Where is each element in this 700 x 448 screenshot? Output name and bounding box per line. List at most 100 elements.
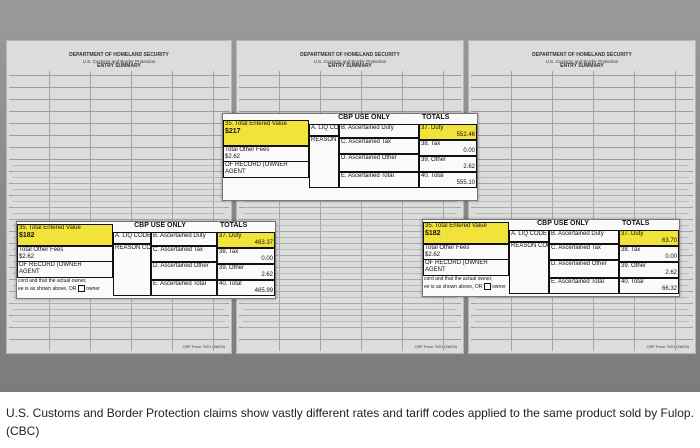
duty-value: 552.46 <box>456 132 475 138</box>
total-value: 555.10 <box>456 180 475 186</box>
total-box: 40. Total 66.32 <box>619 278 679 294</box>
document-photo: DEPARTMENT OF HOMELAND SECURITY U.S. Cust… <box>0 0 700 392</box>
other-fees-box: Total Other Fees $2.62 <box>17 246 113 262</box>
clip-lower-left: 35. Total Entered Value $182 Total Other… <box>16 221 276 299</box>
label: 40. Total <box>621 279 644 285</box>
declaration-text: cord and that the actual owner, ee is as… <box>17 278 113 298</box>
label: 35. Total Entered Value <box>19 225 81 231</box>
declarant-box: OF RECORD (OWNER AGENT <box>423 260 509 276</box>
cbp-use-only-header: CBP USE ONLY <box>134 222 186 229</box>
ascertained-total: E. Ascertained Total <box>549 278 619 294</box>
duty-box: 37. Duty 63.70 <box>619 230 679 246</box>
label: OF RECORD (OWNER <box>425 260 488 266</box>
label: 35. Total Entered Value <box>225 121 287 127</box>
reason-code: REASON CODE <box>309 136 339 188</box>
other-box: 39. Other 2.62 <box>217 264 275 280</box>
label: owner <box>86 285 100 292</box>
cbp-use-only-header: CBP USE ONLY <box>537 220 589 227</box>
total-entered-value-box: 35. Total Entered Value $182 <box>17 224 113 246</box>
form-title: ENTRY SUMMARY <box>560 63 604 69</box>
label: owner <box>492 283 506 290</box>
tax-value: 0.00 <box>463 148 475 154</box>
ascertained-total: E. Ascertained Total <box>339 172 419 188</box>
reason-code: REASON CODE <box>509 242 549 294</box>
tax-value: 0.00 <box>261 256 273 262</box>
liq-code: A. LIQ CODE <box>113 232 151 244</box>
ascertained-total: E. Ascertained Total <box>151 280 217 296</box>
totals-header: TOTALS <box>622 220 650 227</box>
total-value: 465.99 <box>254 288 273 294</box>
label: cord and that the actual owner, <box>18 278 87 284</box>
ascertained-duty: B. Ascertained Duty <box>151 232 217 246</box>
total-entered-value-box: 35. Total Entered Value $217 <box>223 120 309 146</box>
other-box: 39. Other 2.62 <box>419 156 477 172</box>
clip-lower-right: 35. Total Entered Value $182 Total Other… <box>422 219 680 297</box>
other-fees-value: $2.62 <box>19 254 35 260</box>
declarant-box: OF RECORD (OWNER AGENT <box>223 162 309 178</box>
form-bureau: U.S. Customs and Border Protection <box>313 58 387 64</box>
cbp-use-only-header: CBP USE ONLY <box>338 114 390 121</box>
ascertained-duty: B. Ascertained Duty <box>549 230 619 244</box>
form-title: ENTRY SUMMARY <box>328 63 372 69</box>
label: AGENT <box>225 169 246 175</box>
total-box: 40. Total 465.99 <box>217 280 275 296</box>
duty-value: 63.70 <box>661 238 677 244</box>
entry-summary-form-right: DEPARTMENT OF HOMELAND SECURITY U.S. Cust… <box>468 40 696 354</box>
reason-code: REASON CODE <box>113 244 151 296</box>
label: 39. Other <box>219 265 245 271</box>
form-bureau: U.S. Customs and Border Protection <box>545 58 619 64</box>
checkbox <box>77 285 85 292</box>
label: 35. Total Entered Value <box>425 223 487 229</box>
duty-box: 37. Duty 463.37 <box>217 232 275 248</box>
tax-box: 38. Tax 0.00 <box>419 140 477 156</box>
label: 38. Tax <box>219 249 239 255</box>
totals-header: TOTALS <box>220 222 248 229</box>
other-fees-box: Total Other Fees $2.62 <box>423 244 509 260</box>
label: AGENT <box>425 267 446 273</box>
form-number: CBP Form 7501 (06/09) <box>414 344 457 349</box>
label: 39. Other <box>421 157 447 163</box>
form-bureau: U.S. Customs and Border Protection <box>82 58 156 64</box>
total-value: 66.32 <box>661 286 677 292</box>
other-box: 39. Other 2.62 <box>619 262 679 278</box>
other-fees-box: Total Other Fees $2.62 <box>223 146 309 162</box>
ascertained-other: D. Ascertained Other <box>151 262 217 280</box>
other-value: 2.62 <box>261 272 273 278</box>
total-entered-value-box: 35. Total Entered Value $182 <box>423 222 509 244</box>
label: OF RECORD (OWNER <box>225 162 288 168</box>
label: 38. Tax <box>621 247 641 253</box>
ascertained-tax: C. Ascertained Tax <box>339 138 419 154</box>
form-number: CBP Form 7501 (06/09) <box>646 344 689 349</box>
form-title: ENTRY SUMMARY <box>97 63 141 69</box>
tax-value: 0.00 <box>665 254 677 260</box>
label: 37. Duty <box>421 125 444 131</box>
label: cord and that the actual owner, <box>424 276 493 282</box>
liq-code: A. LIQ CODE <box>509 230 549 242</box>
label: OF RECORD (OWNER <box>19 262 82 268</box>
label: 40. Total <box>421 173 444 179</box>
ascertained-other: D. Ascertained Other <box>339 154 419 172</box>
duty-box: 37. Duty 552.46 <box>419 124 477 140</box>
declarant-box: OF RECORD (OWNER AGENT <box>17 262 113 278</box>
declaration-text: cord and that the actual owner, ee is as… <box>423 276 509 296</box>
label: ee is as shown above, OR <box>18 285 77 292</box>
ascertained-tax: C. Ascertained Tax <box>549 244 619 260</box>
other-fees-value: $2.62 <box>225 154 241 160</box>
label: 37. Duty <box>219 233 242 239</box>
totals-header: TOTALS <box>422 114 450 121</box>
entered-value: $217 <box>225 128 241 135</box>
label: 40. Total <box>219 281 242 287</box>
label: 37. Duty <box>621 231 644 237</box>
ascertained-tax: C. Ascertained Tax <box>151 246 217 262</box>
form-agency: DEPARTMENT OF HOMELAND SECURITY <box>300 52 400 58</box>
label: 39. Other <box>621 263 647 269</box>
label: Total Other Fees <box>425 245 470 251</box>
label: ee is as shown above, OR <box>424 283 483 290</box>
ascertained-other: D. Ascertained Other <box>549 260 619 278</box>
entry-summary-form-left: DEPARTMENT OF HOMELAND SECURITY U.S. Cust… <box>6 40 232 354</box>
form-agency: DEPARTMENT OF HOMELAND SECURITY <box>69 52 169 58</box>
form-number: CBP Form 7501 (06/09) <box>182 344 225 349</box>
total-box: 40. Total 555.10 <box>419 172 477 188</box>
label: Total Other Fees <box>19 247 64 253</box>
liq-code: A. LIQ CODE <box>309 124 339 136</box>
